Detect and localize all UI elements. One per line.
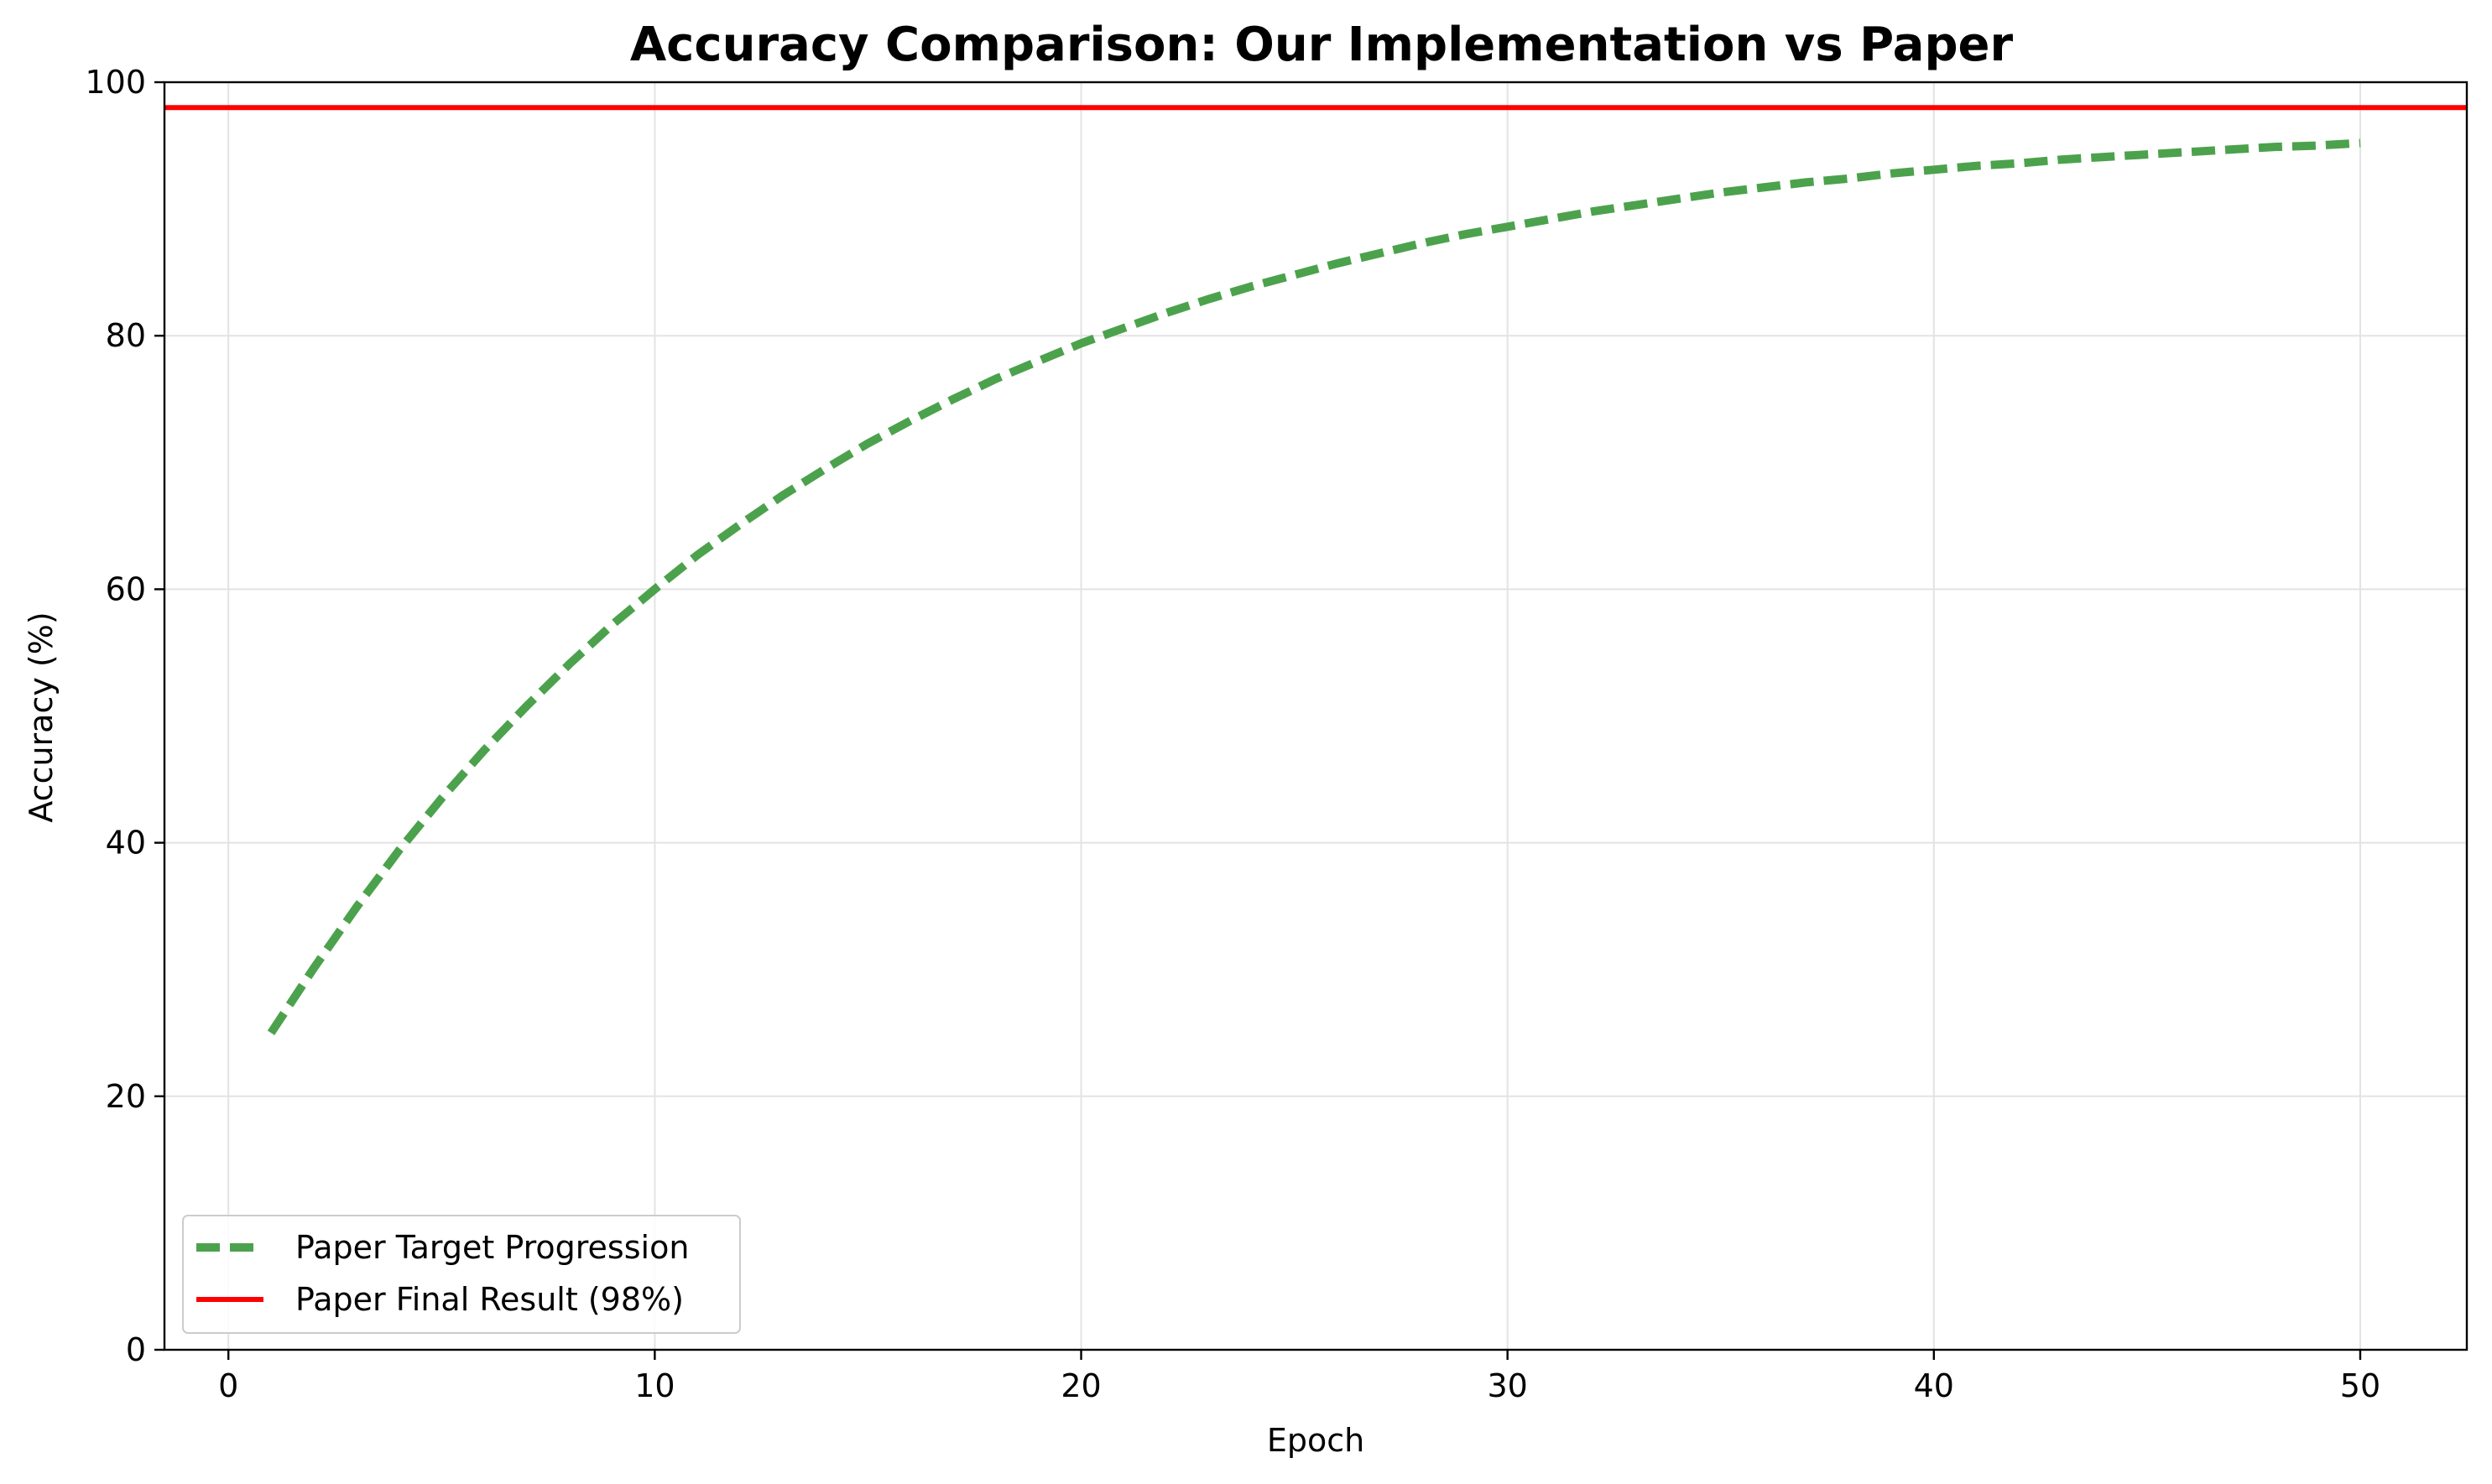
legend-label-paper-target-progression: Paper Target Progression bbox=[295, 1229, 689, 1266]
x-tick-label: 30 bbox=[1487, 1367, 1527, 1404]
x-axis-ticks: 0 10 20 30 40 50 bbox=[218, 1350, 2380, 1404]
y-tick-label: 20 bbox=[106, 1078, 146, 1115]
y-tick-label: 60 bbox=[106, 570, 146, 607]
y-tick-label: 80 bbox=[106, 317, 146, 354]
y-tick-label: 0 bbox=[126, 1331, 146, 1368]
plot-area-frame bbox=[163, 81, 2469, 1351]
y-tick-label: 40 bbox=[106, 825, 146, 862]
x-axis-label: Epoch bbox=[1267, 1422, 1364, 1459]
series-lines bbox=[164, 105, 2467, 1036]
legend-box bbox=[182, 1215, 741, 1334]
y-axis-ticks: 0 20 40 60 80 100 bbox=[85, 64, 164, 1368]
legend-label-paper-final-result: Paper Final Result (98%) bbox=[295, 1281, 684, 1318]
series-line-paper-target-progression bbox=[267, 138, 2361, 1036]
x-tick-label: 40 bbox=[1914, 1367, 1954, 1404]
y-axis-label: Accuracy (%) bbox=[23, 612, 60, 822]
x-tick-label: 20 bbox=[1061, 1367, 1101, 1404]
x-tick-label: 50 bbox=[2340, 1367, 2380, 1404]
x-tick-label: 10 bbox=[634, 1367, 675, 1404]
x-tick-label: 0 bbox=[218, 1367, 238, 1404]
chart-title: Accuracy Comparison: Our Implementation … bbox=[630, 18, 2014, 72]
legend: Paper Target Progression Paper Final Res… bbox=[182, 1215, 741, 1334]
y-tick-label: 100 bbox=[85, 64, 146, 101]
